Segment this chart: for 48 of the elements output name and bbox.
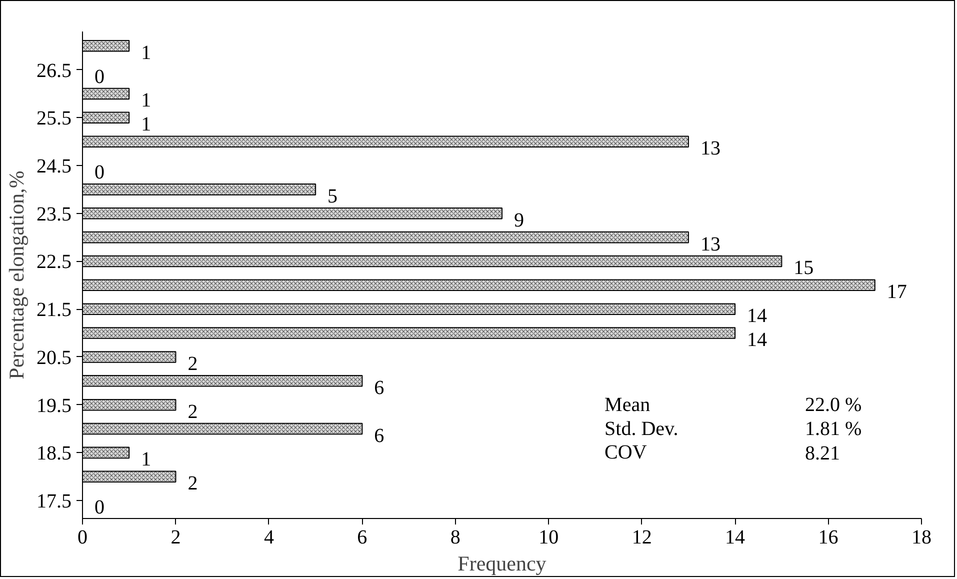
data-label: 0 [94,496,104,519]
data-label: 2 [188,400,198,423]
y-tick-label: 26.5 [36,60,72,82]
x-tick-label: 14 [725,526,746,548]
data-label: 2 [188,472,198,495]
data-label: 6 [374,376,384,399]
data-label: 5 [328,185,338,208]
x-tick-label: 6 [357,526,368,548]
y-tick-label: 24.5 [36,156,72,178]
data-label: 15 [794,257,814,280]
annotation: 8.21 [804,442,840,465]
x-tick-label: 8 [450,526,460,548]
x-tick-label: 0 [78,526,88,548]
y-tick-label: 19.5 [36,394,72,417]
y-axis-title: Percentage elongation,% [4,170,28,380]
data-label: 6 [374,424,384,447]
x-axis-title: Frequency [458,552,547,576]
data-label: 1 [141,42,152,64]
y-tick-label: 25.5 [36,108,72,130]
data-label: 1 [141,90,152,112]
data-label: 14 [747,329,768,352]
data-label: 0 [94,66,104,88]
data-label: 1 [141,114,152,136]
data-label: 13 [700,233,720,256]
data-label: 14 [747,305,768,328]
annotation: 22.0 % [804,394,862,416]
annotation: Mean [604,394,650,416]
data-label: 2 [188,352,198,375]
x-tick-label: 2 [170,526,181,548]
data-label: 13 [700,138,720,160]
x-tick-label: 12 [632,526,652,548]
x-tick-label: 18 [912,526,932,548]
x-tick-label: 16 [818,526,838,548]
data-label: 0 [94,162,104,184]
y-tick-label: 21.5 [36,299,72,322]
data-label: 1 [141,448,152,471]
y-tick-label: 22.5 [36,251,72,274]
annotation: 1.81 % [804,418,862,440]
annotation: Std. Dev. [604,418,678,440]
y-tick-label: 23.5 [36,203,72,226]
annotation: COV [604,442,648,464]
data-label: 17 [886,281,907,304]
y-tick-label: 20.5 [36,346,72,369]
x-tick-label: 10 [538,526,559,548]
x-tick-label: 4 [264,526,274,548]
y-tick-label: 18.5 [36,442,72,465]
y-tick-label: 17.5 [36,490,72,513]
data-label: 9 [514,209,524,232]
